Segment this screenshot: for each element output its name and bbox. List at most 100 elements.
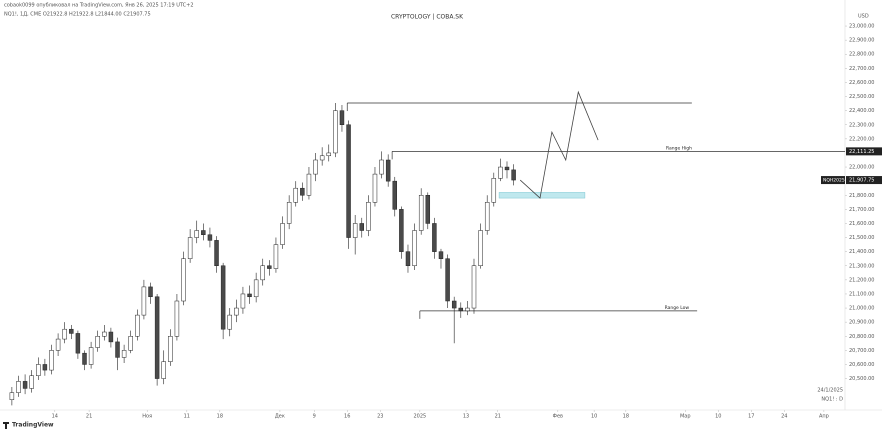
candle-body [392, 180, 398, 210]
candle-body [102, 331, 107, 337]
candle-body [234, 307, 239, 316]
x-tick-label: 10 [715, 414, 721, 420]
currency: USD [858, 14, 869, 20]
candle-body [405, 251, 411, 267]
candle-body [201, 230, 206, 235]
y-tick-label: 20,700.00 [849, 348, 874, 354]
candle-body [273, 244, 279, 269]
y-tick-label: 21,700.00 [849, 207, 874, 213]
symbol-tag-label: NQH2025 [823, 178, 845, 184]
candle-body [399, 209, 404, 252]
y-tick-label: 22,800.00 [849, 52, 874, 58]
watermark-date: 24/1/2025 [817, 388, 843, 394]
chart-title: CRYPTOLOGY | COBA.SK [391, 14, 464, 21]
y-tick-label: 22,900.00 [849, 38, 874, 44]
x-tick-label: 23 [377, 414, 383, 420]
x-tick-label: 16 [344, 414, 350, 420]
y-tick-label: 20,600.00 [849, 362, 874, 368]
candle-body [326, 152, 331, 157]
y-tick-label: 20,900.00 [849, 320, 874, 326]
x-tick-label: 13 [463, 414, 469, 420]
price-tag-label: 21,907.75 [849, 178, 874, 184]
candle-body [82, 352, 87, 365]
x-tick-label: 18 [623, 414, 629, 420]
x-tick-label: Фев [553, 414, 563, 420]
candle-body [141, 286, 147, 316]
candle-body [412, 230, 417, 267]
candle-body [214, 240, 219, 267]
x-tick-label: Дек [275, 414, 285, 420]
x-tick-label: Ноя [142, 414, 152, 420]
candle-body [148, 286, 153, 298]
candle-body [484, 202, 490, 231]
symbol-tag [821, 176, 845, 185]
candle-body [240, 293, 246, 309]
candle-body [95, 336, 100, 348]
x-tick-label: Апр [819, 414, 829, 420]
candle-body [49, 350, 54, 371]
y-tick-label: 21,000.00 [849, 306, 874, 312]
candle-body [194, 230, 199, 238]
candle-body [491, 178, 497, 203]
projection-line [519, 90, 599, 199]
x-tick-label: 21 [86, 414, 92, 420]
candle-body [300, 187, 305, 196]
x-tick-label: 9 [313, 414, 316, 420]
candle-body [108, 331, 114, 343]
y-tick-label: 22,700.00 [849, 66, 874, 72]
candle-body [69, 328, 74, 334]
price-tag-label: 22,111.25 [849, 149, 874, 155]
x-tick-label: 21 [495, 414, 501, 420]
candle-body [286, 202, 292, 224]
candle-body [451, 300, 457, 309]
candle-body [267, 265, 272, 269]
candle-body [247, 293, 252, 298]
candle-body [9, 392, 15, 400]
candle-body [352, 223, 358, 238]
candle-body [168, 336, 173, 362]
candle-body [313, 159, 318, 175]
candle-body [504, 166, 510, 171]
x-tick-label: 14 [52, 414, 58, 420]
x-tick-label: 17 [748, 414, 754, 420]
candle-body [458, 307, 464, 312]
candle-body [511, 169, 516, 181]
candle-body [62, 328, 67, 340]
interval: NQ1! : D [821, 397, 843, 403]
candle-body [478, 230, 483, 267]
x-tick-label: 2025 [413, 414, 426, 420]
candle-body [88, 347, 94, 365]
candle-body [293, 187, 298, 203]
candle-body [260, 265, 265, 281]
candle-body [207, 234, 213, 241]
x-tick-label: 10 [591, 414, 597, 420]
candle-body [220, 265, 226, 330]
y-tick-label: 23,000.00 [849, 24, 874, 30]
y-tick-label: 22,300.00 [849, 122, 874, 128]
brand-logo [3, 422, 9, 429]
y-tick-label: 22,000.00 [849, 165, 874, 171]
y-tick-label: 20,800.00 [849, 334, 874, 340]
level-label: Range High [666, 145, 692, 151]
candle-body [280, 223, 285, 245]
y-tick-label: 22,400.00 [849, 108, 874, 114]
entry-zone [498, 192, 586, 199]
candle-body [445, 258, 450, 302]
candle-body [471, 265, 477, 309]
candle-body [306, 173, 312, 196]
y-tick-label: 21,300.00 [849, 263, 874, 269]
candle-body [385, 159, 391, 182]
candle-body [154, 296, 160, 379]
candle-body [174, 300, 180, 337]
candle-body [121, 350, 127, 358]
candle-body [29, 375, 34, 389]
x-tick-label: 24 [781, 414, 787, 420]
x-tick-label: 18 [217, 414, 223, 420]
candle-body [227, 314, 232, 330]
candle-body [115, 341, 120, 358]
candle-body [319, 155, 325, 161]
candle-body [16, 381, 21, 393]
